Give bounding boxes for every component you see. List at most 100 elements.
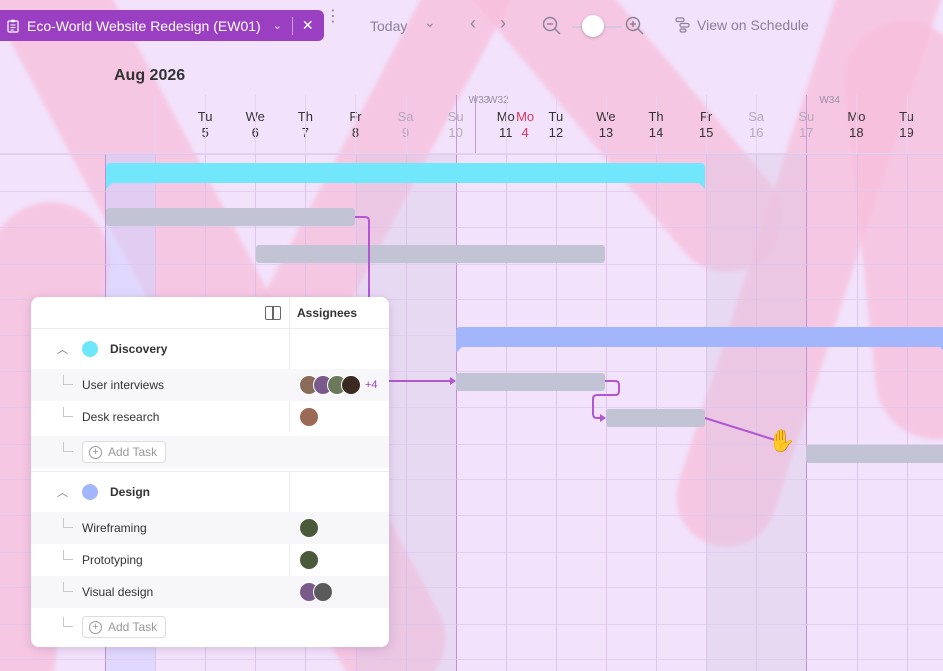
- day-column: [405, 154, 456, 671]
- day-name: Tu: [197, 109, 213, 124]
- divider: [31, 471, 389, 472]
- chevron-up-icon[interactable]: ︿: [57, 344, 68, 356]
- day-column: [706, 154, 757, 671]
- row-divider: [0, 191, 943, 192]
- chevron-up-icon[interactable]: ︿: [57, 487, 68, 499]
- week-number: W32: [488, 95, 509, 106]
- day-date: 8: [351, 125, 360, 140]
- assignee-avatars[interactable]: [299, 582, 333, 602]
- group-row-discovery[interactable]: ︿ Discovery: [31, 333, 389, 365]
- project-title: Eco-World Website Redesign (EW01): [27, 17, 261, 34]
- task-bar[interactable]: [106, 208, 355, 226]
- day-name: Mo: [516, 109, 535, 124]
- task-bar-user-interviews[interactable]: [456, 373, 605, 391]
- task-bar-desk-research[interactable]: [606, 409, 705, 427]
- column-divider: [289, 297, 290, 432]
- task-row[interactable]: Desk research: [31, 401, 389, 433]
- day-name: We: [245, 109, 265, 124]
- previous-icon[interactable]: ‹: [470, 13, 476, 33]
- day-column-header: Tu 19: [856, 95, 914, 153]
- assignee-avatars[interactable]: [299, 518, 319, 538]
- group-color-dot: [82, 341, 98, 357]
- today-button[interactable]: Today: [370, 18, 408, 34]
- row-divider: [0, 154, 943, 155]
- zoom-out-icon[interactable]: [542, 16, 562, 36]
- task-row[interactable]: User interviews +4: [31, 369, 389, 401]
- add-task-row: + Add Task: [31, 611, 389, 643]
- row-divider: [0, 659, 943, 660]
- plus-icon: +: [89, 445, 102, 459]
- panel-header: Assignees: [31, 297, 389, 329]
- clipboard-icon: [7, 19, 19, 33]
- project-selector[interactable]: Eco-World Website Redesign (EW01) ⌄ ✕: [0, 10, 324, 41]
- task-list-panel: Assignees ︿ Discovery User interviews +4…: [31, 297, 389, 647]
- day-column: [856, 154, 907, 671]
- row-divider: [0, 444, 943, 445]
- day-column-header: Th 7: [255, 95, 313, 153]
- week-number: W34: [819, 95, 840, 106]
- day-date: 7: [301, 125, 309, 140]
- more-options-icon[interactable]: ⋮: [325, 8, 341, 25]
- toolbar: Eco-World Website Redesign (EW01) ⌄ ✕: [0, 10, 324, 41]
- row-divider: [0, 479, 943, 480]
- tree-connector: [63, 407, 73, 417]
- assignee-avatars[interactable]: [299, 407, 319, 427]
- month-label: Aug 2026: [114, 67, 186, 84]
- zoom-slider-handle[interactable]: [582, 15, 604, 37]
- assignee-avatars[interactable]: +4: [299, 375, 378, 395]
- row-divider: [0, 371, 943, 372]
- task-row[interactable]: Prototyping: [31, 544, 389, 576]
- summary-bar-design[interactable]: [456, 327, 943, 353]
- split-columns-icon[interactable]: [265, 306, 281, 320]
- view-on-schedule-button[interactable]: View on Schedule: [675, 17, 809, 33]
- row-divider: [0, 407, 943, 408]
- avatar: [299, 518, 319, 538]
- task-bar[interactable]: [256, 245, 605, 263]
- task-bar[interactable]: [806, 445, 943, 463]
- summary-bar-discovery[interactable]: [106, 163, 705, 189]
- next-icon[interactable]: ›: [500, 13, 506, 33]
- row-divider: [0, 227, 943, 228]
- day-column: [906, 154, 943, 671]
- assignees-column-header: Assignees: [297, 306, 358, 320]
- row-divider: [0, 264, 943, 265]
- task-row[interactable]: Visual design: [31, 576, 389, 608]
- divider: [291, 16, 293, 35]
- tree-connector: [63, 518, 73, 528]
- grab-cursor-icon: ✋: [768, 428, 796, 453]
- day-date: 6: [251, 125, 259, 140]
- chevron-down-icon[interactable]: ⌄: [424, 14, 436, 30]
- row-divider: [0, 515, 943, 516]
- group-color-dot: [82, 484, 98, 500]
- day-column-header: We 6: [205, 95, 265, 153]
- assignee-avatars[interactable]: [299, 550, 319, 570]
- day-header: W32 Mo 4 Tu 5 We 6 Th 7 Fr 8 Sa 9 Su 10 W33 Mo 11 Tu 12 We 13…: [105, 95, 943, 153]
- task-name: User interviews: [82, 378, 165, 392]
- zoom-in-icon[interactable]: [625, 16, 645, 36]
- add-task-button[interactable]: + Add Task: [82, 616, 167, 638]
- row-divider: [0, 587, 943, 588]
- avatar: [299, 407, 319, 427]
- day-column: [756, 154, 807, 671]
- close-icon[interactable]: ✕: [301, 17, 314, 33]
- add-task-label: Add Task: [108, 445, 158, 459]
- task-row[interactable]: Wireframing: [31, 512, 389, 544]
- row-divider: [0, 552, 943, 553]
- add-task-button[interactable]: + Add Task: [82, 441, 167, 463]
- task-name: Prototyping: [82, 553, 143, 567]
- day-column: [555, 154, 606, 671]
- avatar: [299, 550, 319, 570]
- day-date: 5: [201, 125, 209, 140]
- day-column-header: Tu 5: [155, 95, 213, 153]
- day-name: Tu: [548, 109, 564, 124]
- tree-connector: [63, 550, 73, 560]
- row-divider: [0, 624, 943, 625]
- add-task-row: + Add Task: [31, 436, 389, 468]
- task-name: Desk research: [82, 410, 160, 424]
- day-name: Th: [297, 109, 313, 124]
- group-row-design[interactable]: ︿ Design: [31, 476, 389, 508]
- add-task-label: Add Task: [108, 620, 158, 634]
- avatar: [341, 375, 361, 395]
- chevron-down-icon[interactable]: ⌄: [272, 20, 282, 32]
- day-name: Th: [648, 109, 664, 124]
